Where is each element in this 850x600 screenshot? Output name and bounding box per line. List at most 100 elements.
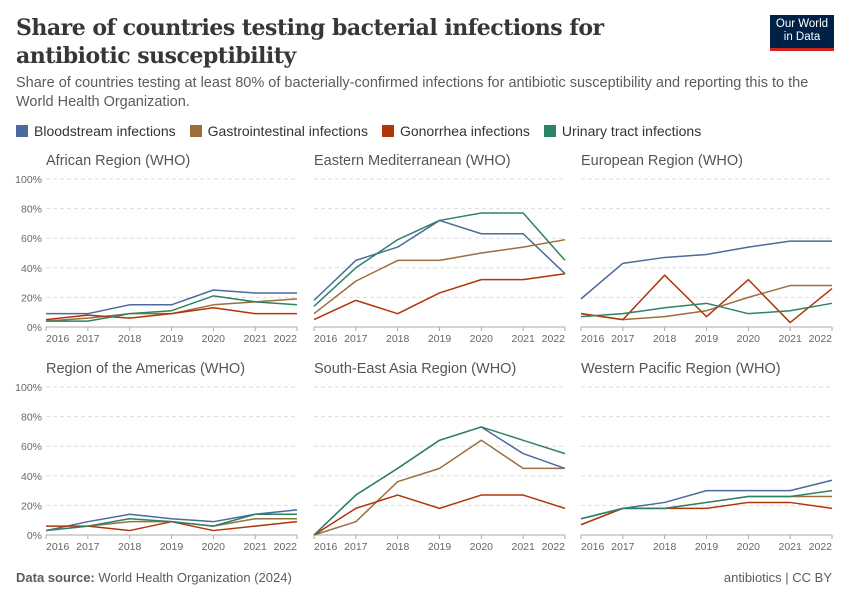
panel-title: African Region (WHO) — [46, 153, 190, 169]
series-line-urinary — [580, 302, 833, 318]
y-tick-label: 60% — [21, 441, 42, 453]
x-tick-label: 2021 — [243, 541, 267, 553]
x-tick-label: 2019 — [428, 333, 452, 345]
license[interactable]: antibiotics | CC BY — [723, 570, 832, 585]
owid-logo[interactable]: Our World in Data — [770, 15, 834, 51]
x-tick-label: 2016 — [314, 541, 338, 553]
y-tick-label: 0% — [27, 322, 42, 334]
x-tick-label: 2017 — [76, 541, 100, 553]
x-tick-label: 2022 — [274, 333, 298, 345]
x-tick-label: 2017 — [344, 541, 368, 553]
x-tick-label: 2016 — [314, 333, 338, 345]
x-tick-label: 2018 — [386, 541, 410, 553]
legend-label: Bloodstream infections — [34, 123, 176, 139]
panel-title: European Region (WHO) — [581, 153, 743, 169]
legend-swatch — [543, 125, 556, 137]
x-tick-label: 2018 — [653, 541, 677, 553]
series-line-bloodstream — [313, 426, 566, 536]
series-line-urinary — [313, 212, 566, 307]
series-line-gonorrhea — [45, 307, 297, 321]
series-line-bloodstream — [580, 479, 833, 520]
x-tick-label: 2021 — [511, 333, 535, 345]
series-line-bloodstream — [580, 240, 832, 300]
x-tick-label: 2020 — [202, 541, 226, 553]
x-tick-label: 2019 — [428, 541, 452, 553]
x-tick-label: 2019 — [695, 541, 719, 553]
panel-4: South-East Asia Region (WHO) 2016 2017 2018… — [313, 361, 566, 553]
y-tick-label: 100% — [15, 382, 42, 394]
series-line-urinary — [313, 426, 566, 536]
x-tick-label: 2022 — [542, 333, 566, 345]
x-tick-label: 2016 — [46, 541, 70, 553]
y-tick-label: 60% — [21, 233, 42, 245]
panel-1: Eastern Mediterranean (WHO) 2016 2017 2018 2… — [313, 153, 566, 345]
legend-item-gonorrhea[interactable]: Gonorrhea infections — [381, 123, 530, 139]
panel-0: African Region (WHO) 0% 20% 40% 60% 80% 100% 20… — [15, 153, 298, 345]
x-tick-label: 2019 — [695, 333, 719, 345]
x-tick-label: 2018 — [653, 333, 677, 345]
legend-item-urinary[interactable]: Urinary tract infections — [543, 123, 702, 139]
y-tick-label: 40% — [21, 471, 42, 483]
chart-title: Share of countries testing bacterial inf… — [16, 15, 604, 69]
x-tick-label: 2020 — [470, 333, 494, 345]
series-line-gonorrhea — [313, 494, 566, 536]
legend-label: Urinary tract infections — [561, 123, 702, 139]
x-tick-label: 2020 — [202, 333, 226, 345]
y-tick-label: 20% — [21, 500, 42, 512]
x-tick-label: 2018 — [118, 541, 142, 553]
series-line-gonorrhea — [580, 274, 833, 324]
x-tick-label: 2018 — [118, 333, 142, 345]
x-tick-label: 2018 — [386, 333, 410, 345]
y-tick-label: 100% — [15, 174, 42, 186]
series-line-urinary — [580, 489, 833, 520]
panel-title: South-East Asia Region (WHO) — [314, 361, 516, 377]
x-tick-label: 2021 — [778, 541, 802, 553]
x-tick-label: 2020 — [470, 541, 494, 553]
x-tick-label: 2017 — [611, 541, 635, 553]
x-tick-label: 2019 — [160, 541, 184, 553]
panel-3: Region of the Americas (WHO) 0% 20% 40% 60% 8… — [15, 361, 298, 553]
x-tick-label: 2021 — [243, 333, 267, 345]
x-tick-label: 2017 — [611, 333, 635, 345]
x-tick-label: 2017 — [76, 333, 100, 345]
y-tick-label: 80% — [21, 412, 42, 424]
x-tick-label: 2022 — [809, 541, 833, 553]
x-tick-label: 2021 — [511, 541, 535, 553]
x-tick-label: 2017 — [344, 333, 368, 345]
legend-label: Gonorrhea infections — [399, 123, 530, 139]
y-tick-label: 40% — [21, 263, 42, 275]
x-tick-label: 2020 — [737, 541, 761, 553]
series-line-gastrointestinal — [45, 517, 297, 532]
x-tick-label: 2021 — [778, 333, 802, 345]
panel-2: European Region (WHO) 2016 2017 2018 2019 202… — [580, 153, 833, 345]
series-line-gonorrhea — [313, 272, 566, 321]
source-link[interactable]: World Health Organization (2024) — [98, 570, 292, 585]
y-tick-label: 0% — [27, 530, 42, 542]
data-source: Data source: World Health Organization (… — [16, 570, 292, 585]
legend-label: Gastrointestinal infections — [207, 123, 368, 139]
x-tick-label: 2020 — [737, 333, 761, 345]
legend-swatch — [381, 125, 394, 137]
x-tick-label: 2016 — [46, 333, 70, 345]
x-tick-label: 2019 — [160, 333, 184, 345]
series-line-urinary — [45, 513, 297, 532]
panel-title: Eastern Mediterranean (WHO) — [314, 153, 511, 169]
legend-swatch — [16, 125, 28, 137]
series-line-gastrointestinal — [313, 439, 565, 536]
series-line-gastrointestinal — [313, 238, 566, 315]
legend-item-bloodstream[interactable]: Bloodstream infections — [16, 123, 176, 139]
logo-text: Our World in Data — [775, 18, 829, 43]
x-tick-label: 2016 — [581, 333, 605, 345]
series-line-urinary — [46, 295, 298, 322]
panel-5: Western Pacific Region (WHO) 2016 2017 2018… — [580, 361, 833, 553]
legend-item-gastrointestinal[interactable]: Gastrointestinal infections — [189, 123, 368, 139]
y-tick-label: 80% — [21, 204, 42, 216]
legend-swatch — [189, 125, 202, 137]
series-line-bloodstream — [45, 509, 298, 532]
chart-subtitle: Share of countries testing at least 80% … — [16, 75, 809, 110]
series-line-bloodstream — [46, 289, 297, 315]
y-tick-label: 20% — [21, 292, 42, 304]
panel-title: Region of the Americas (WHO) — [46, 361, 245, 377]
